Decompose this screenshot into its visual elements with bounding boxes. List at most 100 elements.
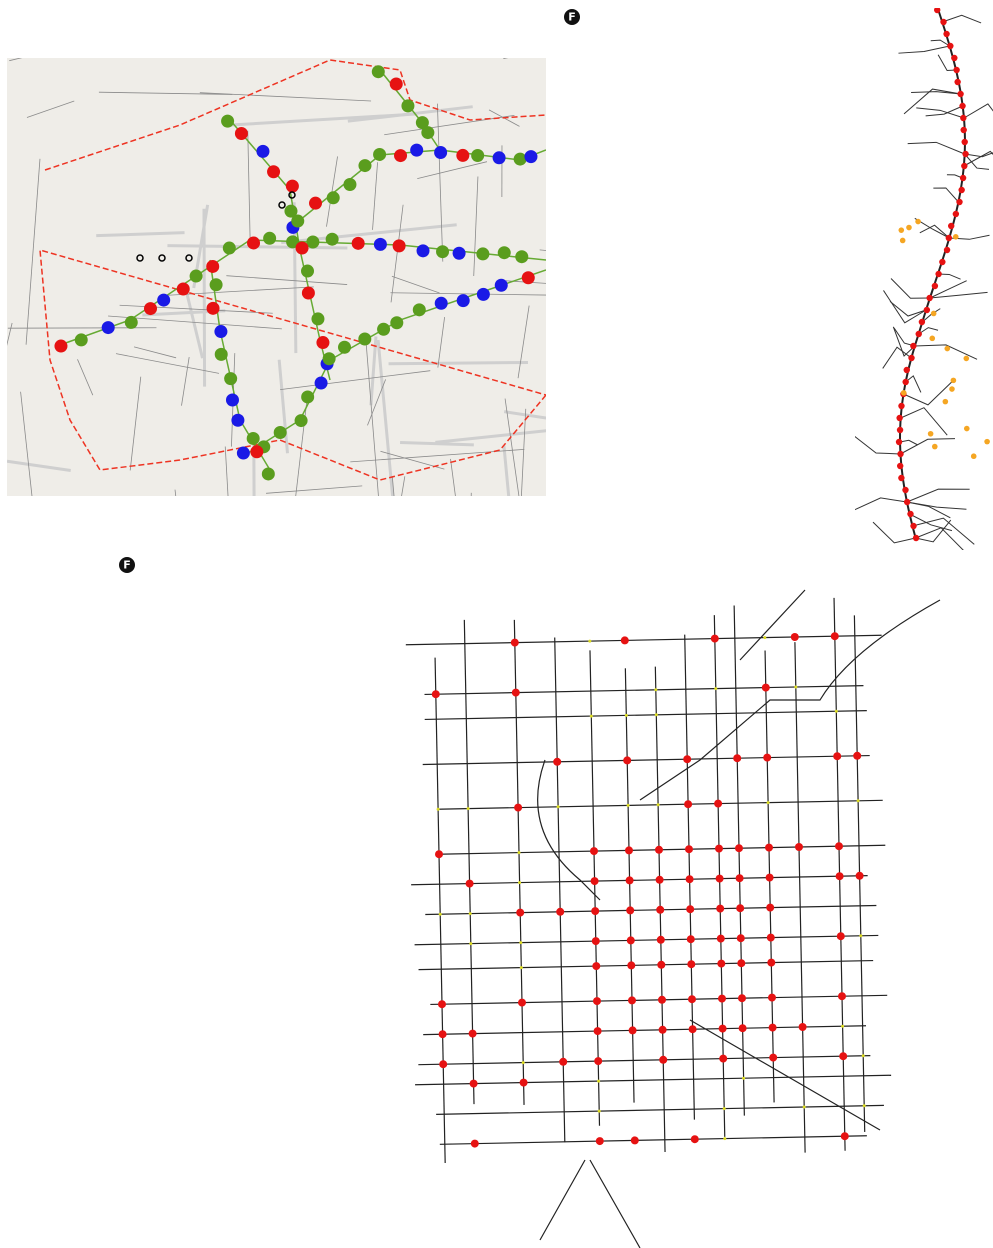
stop — [393, 239, 406, 252]
node — [962, 151, 968, 157]
node — [913, 535, 919, 541]
node — [896, 415, 902, 421]
intersection-minor — [588, 640, 591, 643]
node — [947, 43, 953, 49]
stop — [326, 233, 339, 246]
stop — [471, 149, 484, 162]
road — [425, 711, 867, 720]
node-minor — [943, 399, 949, 405]
intersection — [685, 845, 693, 853]
road — [425, 905, 876, 914]
stop — [301, 265, 314, 278]
intersection — [471, 1140, 479, 1148]
node-minor — [915, 219, 921, 225]
stop — [374, 238, 387, 251]
intersection-minor — [863, 1104, 866, 1107]
stop — [75, 333, 88, 346]
intersection — [718, 995, 726, 1003]
intersection — [511, 639, 519, 647]
stop — [144, 302, 157, 315]
node — [959, 103, 965, 109]
intersection — [592, 962, 600, 970]
node — [954, 79, 960, 85]
node-minor — [944, 346, 950, 352]
intersection — [739, 1024, 747, 1032]
stop — [311, 312, 324, 325]
road — [965, 150, 993, 156]
stop — [262, 467, 275, 480]
node — [943, 31, 949, 37]
intersection — [656, 876, 664, 884]
intersection — [767, 959, 775, 967]
road — [907, 502, 966, 509]
stop — [250, 445, 263, 458]
node — [944, 247, 950, 253]
node — [910, 523, 916, 529]
road — [852, 434, 901, 454]
intersection — [686, 875, 694, 883]
stop — [102, 321, 115, 334]
road — [908, 142, 965, 154]
intersection-minor — [767, 801, 770, 804]
stop — [390, 77, 403, 90]
stop — [524, 150, 537, 163]
intersection — [658, 996, 666, 1004]
stop — [372, 65, 385, 78]
stop — [226, 393, 239, 406]
intersection — [836, 872, 844, 880]
stop — [413, 303, 426, 316]
intersection — [591, 877, 599, 885]
intersection-minor — [518, 881, 521, 884]
road — [419, 961, 874, 970]
intersection-minor — [557, 805, 560, 808]
road — [795, 642, 805, 1152]
road — [406, 635, 882, 645]
intersection — [687, 960, 695, 968]
intersection-minor — [714, 687, 717, 690]
node — [948, 223, 954, 229]
node — [898, 403, 904, 409]
intersection-minor — [723, 1137, 726, 1140]
node-minor — [932, 444, 938, 450]
stop — [394, 149, 407, 162]
stop — [327, 191, 340, 204]
road — [891, 279, 930, 299]
map-b — [852, 7, 993, 554]
intersection — [592, 937, 600, 945]
intersection — [629, 1026, 637, 1034]
node-minor — [929, 336, 935, 342]
stop — [410, 144, 423, 157]
intersection — [768, 994, 776, 1002]
node — [935, 271, 941, 277]
intersection — [556, 908, 564, 916]
node — [932, 283, 938, 289]
stop — [286, 180, 299, 193]
road — [590, 650, 600, 1125]
node — [934, 7, 940, 13]
intersection — [596, 1137, 604, 1145]
intersection-minor — [657, 803, 660, 806]
road — [883, 347, 912, 368]
intersection — [691, 1135, 699, 1143]
intersection — [736, 874, 744, 882]
intersection-minor — [841, 1025, 844, 1028]
intersection — [717, 960, 725, 968]
node — [956, 199, 962, 205]
intersection — [516, 909, 524, 917]
intersection — [833, 752, 841, 760]
intersection — [657, 961, 665, 969]
intersection — [625, 846, 633, 854]
intersection — [716, 905, 724, 913]
intersection — [590, 847, 598, 855]
road — [883, 290, 926, 322]
intersection — [835, 842, 843, 850]
intersection — [470, 1080, 478, 1088]
stop — [267, 165, 280, 178]
intersection — [627, 961, 635, 969]
intersection — [627, 936, 635, 944]
stop — [231, 414, 244, 427]
intersection — [766, 874, 774, 882]
node-minor — [949, 386, 955, 392]
intersection — [737, 934, 745, 942]
intersection — [769, 1024, 777, 1032]
